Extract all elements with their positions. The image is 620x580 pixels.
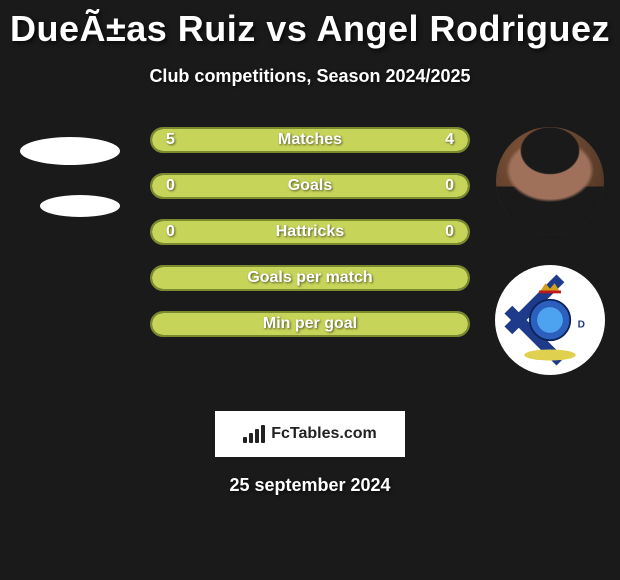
stat-row: 5 Matches 4 [150,127,470,153]
stat-label: Min per goal [263,315,357,333]
branding-badge: FcTables.com [215,411,405,457]
player-left-column [10,137,130,217]
stat-value-right: 0 [445,177,454,195]
player-left-crest-placeholder [40,195,120,217]
stat-value-left: 5 [166,131,175,149]
subtitle: Club competitions, Season 2024/2025 [10,66,610,87]
stat-label: Matches [278,131,342,149]
stat-label: Goals [288,177,332,195]
stat-label: Hattricks [276,223,344,241]
branding-text: FcTables.com [271,425,377,443]
avatar-face-icon [496,127,604,235]
stat-row: 0 Hattricks 0 [150,219,470,245]
tenerife-crest-icon: C D T [504,274,596,366]
stat-value-left: 0 [166,177,175,195]
stat-value-right: 4 [445,131,454,149]
stat-value-left: 0 [166,223,175,241]
svg-text:C: C [515,319,523,330]
bar-chart-icon [243,425,265,443]
comparison-content: 5 Matches 4 0 Goals 0 0 Hattricks 0 Goals per mat… [10,127,610,375]
svg-text:D: D [578,319,585,330]
page-title: DueÃ±as Ruiz vs Angel Rodriguez [10,0,610,50]
stat-row: 0 Goals 0 [150,173,470,199]
player-left-avatar-placeholder [20,137,120,165]
stat-row: Goals per match [150,265,470,291]
player-right-avatar [496,127,604,235]
player-right-column: C D T [490,127,610,375]
stat-label: Goals per match [247,269,372,287]
stat-row: Min per goal [150,311,470,337]
stat-value-right: 0 [445,223,454,241]
stats-list: 5 Matches 4 0 Goals 0 0 Hattricks 0 Goals per mat… [150,127,470,337]
date-label: 25 september 2024 [10,475,610,496]
player-right-crest: C D T [495,265,605,375]
